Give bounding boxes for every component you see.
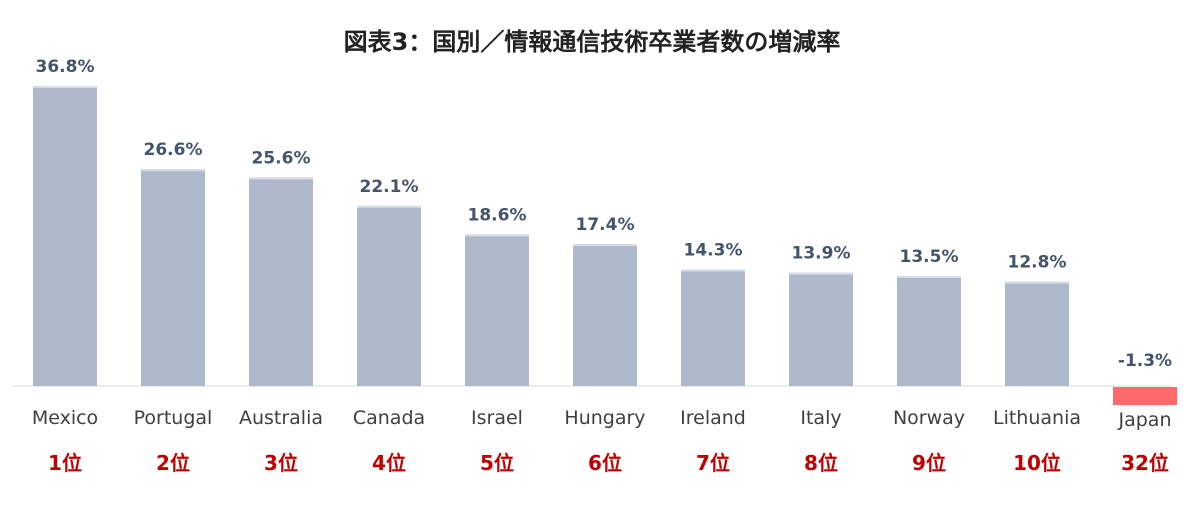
rank-label: 2位: [156, 451, 190, 475]
rank-label: 4位: [372, 451, 406, 475]
category-label: Portugal: [134, 407, 213, 429]
category-label: Mexico: [32, 407, 98, 429]
category-label: Italy: [800, 407, 841, 429]
chart-title: 図表3：国別／情報通信技術卒業者数の増減率: [343, 28, 841, 56]
bars-group: [33, 86, 1177, 405]
bar-top-highlight: [681, 269, 745, 272]
bar-top-highlight: [141, 169, 205, 172]
value-label: 25.6%: [252, 148, 311, 168]
rank-label: 10位: [1013, 451, 1061, 475]
bar-ireland: [681, 269, 745, 386]
value-label: 36.8%: [36, 57, 95, 77]
category-label: Australia: [239, 407, 323, 429]
category-label: Lithuania: [993, 407, 1081, 429]
bar-norway: [897, 275, 961, 386]
bar-top-highlight: [897, 275, 961, 278]
bar-canada: [357, 205, 421, 386]
bar-portugal: [141, 169, 205, 386]
value-label: 18.6%: [468, 205, 527, 225]
bar-top-highlight: [33, 86, 97, 89]
rank-label: 1位: [48, 451, 82, 475]
value-label: 26.6%: [144, 140, 203, 160]
rank-labels-group: 1位 2位 3位 4位 5位 6位 7位 8位 9位 10位 32位: [48, 451, 1169, 475]
rank-label: 5位: [480, 451, 514, 475]
value-label: 13.9%: [792, 244, 851, 264]
bar-lithuania: [1005, 281, 1069, 386]
bar-top-highlight: [465, 234, 529, 237]
value-labels-group: 36.8% 26.6% 25.6% 22.1% 18.6% 17.4% 14.3% 13.9%…: [36, 57, 1173, 371]
category-label: Israel: [471, 407, 523, 429]
rank-label: 9位: [912, 451, 946, 475]
bar-top-highlight: [1005, 281, 1069, 284]
rank-label: 3位: [264, 451, 298, 475]
rank-label: 7位: [696, 451, 730, 475]
bar-australia: [249, 177, 313, 386]
bar-japan: [1113, 387, 1177, 405]
value-label: 12.8%: [1008, 253, 1067, 273]
category-label: Norway: [893, 407, 965, 429]
bar-top-highlight: [249, 177, 313, 180]
bar-mexico: [33, 86, 97, 386]
category-label: Hungary: [564, 407, 645, 429]
value-label: 22.1%: [360, 177, 419, 197]
rank-label: 8位: [804, 451, 838, 475]
bar-top-highlight: [789, 272, 853, 275]
bar-hungary: [573, 244, 637, 386]
rank-label: 32位: [1121, 451, 1169, 475]
value-label: 14.3%: [684, 240, 743, 260]
bar-italy: [789, 272, 853, 386]
category-label: Ireland: [680, 407, 746, 429]
bar-top-highlight: [573, 244, 637, 247]
category-label: Japan: [1118, 409, 1172, 431]
bar-top-highlight: [357, 205, 421, 208]
value-label: 17.4%: [576, 215, 635, 235]
value-label: -1.3%: [1118, 351, 1172, 371]
category-label: Canada: [353, 407, 425, 429]
rank-label: 6位: [588, 451, 622, 475]
value-label: 13.5%: [900, 247, 959, 267]
category-labels-group: Mexico Portugal Australia Canada Israel Hunga…: [32, 407, 1172, 431]
bar-israel: [465, 234, 529, 386]
